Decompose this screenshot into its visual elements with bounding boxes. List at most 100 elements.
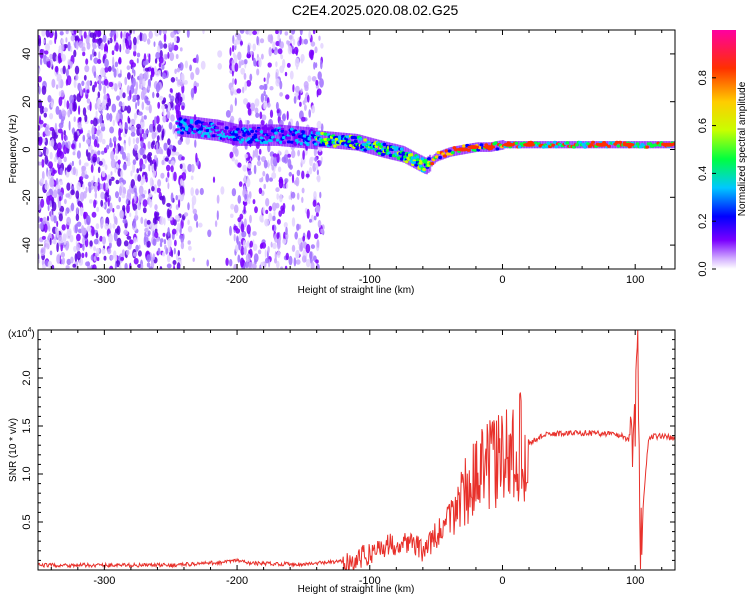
noise-blob — [126, 249, 130, 256]
noise-blob — [233, 52, 236, 59]
ridge-blob — [180, 131, 185, 135]
ridge-envelope — [258, 124, 261, 146]
noise-blob — [154, 65, 157, 74]
noise-blob — [240, 67, 246, 75]
noise-blob — [98, 106, 103, 112]
noise-blob — [240, 257, 245, 268]
noise-blob — [78, 129, 84, 135]
noise-blob — [139, 167, 143, 172]
noise-blob — [267, 246, 270, 254]
ridge-blob — [409, 153, 414, 157]
ridge-blob — [175, 121, 180, 125]
ridge-blob — [313, 142, 318, 146]
ridge-blob — [256, 128, 261, 132]
noise-blob — [164, 157, 169, 162]
ridge-blob — [261, 126, 266, 130]
noise-blob — [271, 165, 275, 171]
noise-blob — [301, 187, 305, 194]
noise-blob — [169, 209, 172, 216]
noise-blob — [111, 50, 115, 56]
ridge-envelope — [378, 139, 381, 157]
noise-blob — [139, 82, 142, 90]
noise-blob — [113, 215, 117, 225]
noise-blob — [85, 58, 89, 65]
noise-blob — [130, 85, 135, 94]
noise-blob — [279, 80, 283, 90]
ridge-blob — [348, 143, 353, 148]
ridge-blob — [618, 140, 623, 144]
noise-blob — [148, 30, 153, 39]
noise-blob — [288, 35, 293, 40]
ridge-envelope — [467, 143, 470, 154]
noise-blob — [131, 198, 135, 208]
noise-blob — [47, 170, 51, 180]
ridge-blob — [578, 140, 583, 145]
noise-blob — [316, 120, 322, 129]
noise-blob — [131, 62, 136, 68]
ridge-blob — [240, 138, 245, 142]
noise-blob — [57, 128, 63, 134]
ridge-blob — [253, 133, 258, 137]
noise-blob — [293, 95, 297, 104]
noise-blob — [42, 138, 46, 143]
noise-blob — [48, 40, 53, 45]
noise-blob — [142, 133, 147, 140]
noise-blob — [69, 94, 74, 104]
noise-blob — [79, 30, 83, 37]
noise-blob — [176, 262, 181, 269]
noise-blob — [127, 155, 131, 163]
noise-blob — [56, 220, 59, 228]
noise-blob — [103, 53, 107, 60]
noise-blob — [92, 264, 97, 269]
noise-blob — [64, 198, 67, 205]
noise-blob — [234, 97, 237, 107]
noise-blob — [254, 107, 259, 114]
noise-blob — [63, 156, 67, 163]
noise-blob — [54, 36, 57, 45]
ridge-blob — [275, 138, 280, 142]
noise-blob — [285, 94, 290, 100]
noise-blob — [122, 187, 127, 195]
noise-blob — [133, 237, 137, 244]
snr-scale-label: (x104) — [8, 327, 35, 340]
ridge-blob — [591, 140, 595, 144]
y-tick-label: -40 — [21, 237, 33, 253]
noise-blob — [315, 212, 319, 217]
noise-blob — [259, 85, 264, 90]
ridge-blob — [517, 145, 522, 149]
ridge-envelope — [639, 141, 642, 149]
noise-blob — [89, 101, 92, 112]
noise-blob — [242, 86, 245, 94]
noise-blob — [60, 89, 65, 98]
noise-blob — [169, 95, 175, 102]
noise-blob — [140, 216, 144, 224]
noise-blob — [155, 82, 160, 93]
noise-blob — [162, 115, 167, 123]
ridge-envelope — [293, 125, 296, 148]
noise-blob — [115, 191, 119, 199]
noise-blob — [104, 223, 109, 230]
noise-blob — [119, 209, 125, 219]
noise-blob — [243, 205, 246, 214]
noise-blob — [120, 31, 123, 39]
noise-blob — [147, 230, 151, 236]
noise-blob — [313, 191, 317, 200]
noise-blob — [187, 202, 190, 211]
noise-blob — [174, 35, 177, 43]
noise-blob — [109, 265, 114, 269]
noise-blob — [240, 59, 245, 66]
noise-blob — [119, 44, 122, 53]
noise-blob — [73, 131, 78, 142]
noise-blob — [127, 95, 131, 101]
noise-blob — [277, 33, 281, 41]
noise-blob — [314, 46, 318, 54]
ridge-envelope — [518, 141, 521, 149]
noise-blob — [142, 87, 147, 95]
ridge-envelope — [494, 141, 497, 151]
snr-y-axis-label: SNR (10 * v/v) — [8, 418, 19, 482]
noise-blob — [246, 51, 252, 59]
noise-blob — [111, 30, 116, 36]
noise-blob — [59, 151, 65, 159]
ridge-blob — [438, 155, 443, 160]
noise-blob — [181, 156, 185, 161]
